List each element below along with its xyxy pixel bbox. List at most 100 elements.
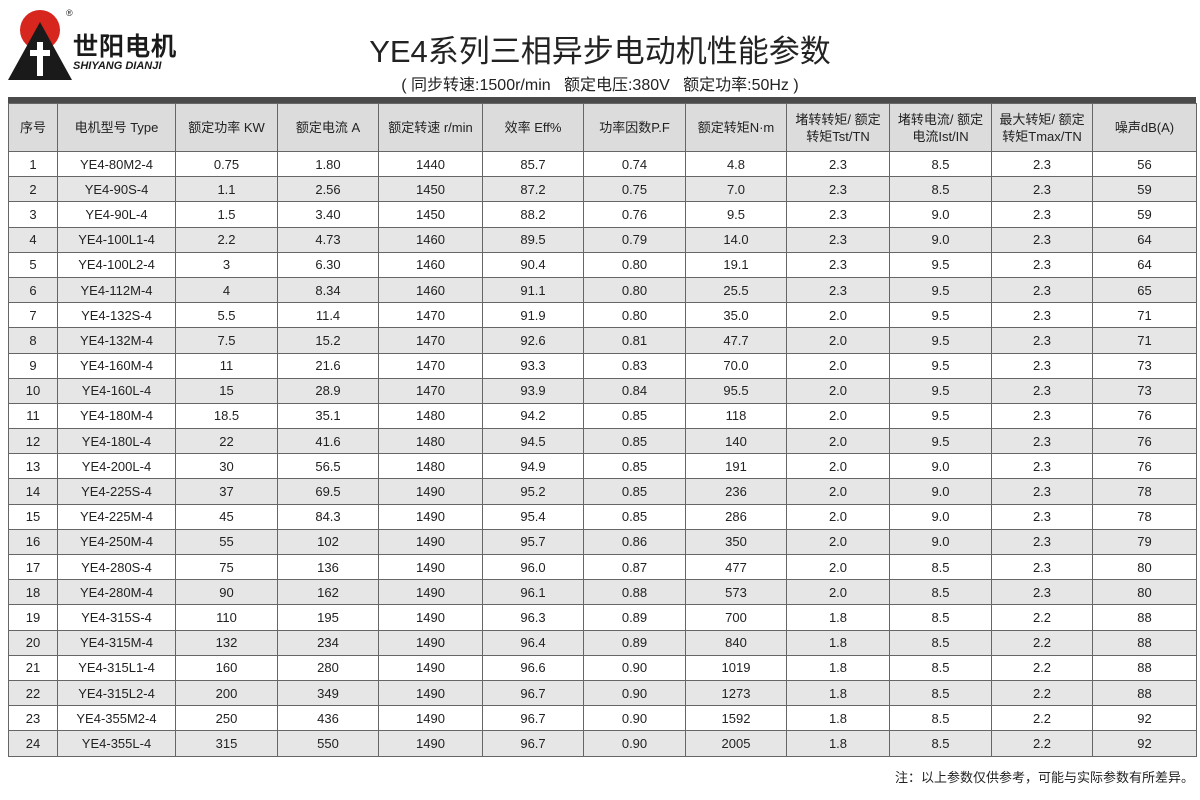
- table-cell: 0.80: [583, 302, 686, 329]
- table-cell: 191: [685, 453, 787, 480]
- table-cell: 35.1: [277, 402, 379, 430]
- table-cell: 1490: [378, 654, 483, 681]
- column-header: 最大转矩/ 额定转矩Tmax/TN: [991, 103, 1093, 152]
- table-cell: 1019: [685, 654, 787, 681]
- table-cell: YE4-180L-4: [57, 428, 176, 455]
- table-cell: 15: [175, 377, 278, 404]
- table-cell: 2.3: [786, 251, 890, 278]
- table-cell: 11: [8, 402, 58, 430]
- table-cell: 2.3: [991, 377, 1093, 404]
- table-cell: 1470: [378, 377, 483, 404]
- table-cell: 55: [175, 528, 278, 556]
- logo-icon: [8, 10, 72, 80]
- table-cell: 88: [1092, 629, 1197, 656]
- table-cell: 349: [277, 679, 379, 707]
- table-cell: 2.0: [786, 453, 890, 480]
- table-cell: 96.1: [482, 579, 584, 606]
- table-cell: 2.3: [991, 352, 1093, 379]
- table-cell: 9.5: [685, 201, 787, 228]
- table-cell: 2.3: [786, 201, 890, 228]
- column-header: 额定功率 KW: [175, 103, 278, 152]
- table-cell: 95.5: [685, 377, 787, 404]
- table-cell: 37: [175, 478, 278, 505]
- table-row: 10 YE4-160L-4 15 28.9 1470 93.9 0.84 95.5 2.0 9.5…: [8, 377, 1197, 404]
- table-cell: 350: [685, 528, 787, 556]
- table-cell: 1490: [378, 579, 483, 606]
- table-cell: 9.5: [889, 327, 992, 354]
- table-cell: 2.2: [175, 226, 278, 253]
- table-row: 13 YE4-200L-4 30 56.5 1480 94.9 0.85 191 2.0 9.0 2…: [8, 453, 1197, 480]
- table-cell: 1.80: [277, 150, 379, 178]
- table-cell: 4: [175, 276, 278, 304]
- table-cell: 2005: [685, 730, 787, 757]
- column-header: 电机型号 Type: [57, 103, 176, 152]
- table-cell: 93.3: [482, 352, 584, 379]
- table-cell: 8.5: [889, 654, 992, 681]
- table-cell: 0.75: [175, 150, 278, 178]
- table-cell: 6.30: [277, 251, 379, 278]
- table-cell: YE4-100L1-4: [57, 226, 176, 253]
- table-cell: 96.7: [482, 679, 584, 707]
- table-cell: 2.0: [786, 528, 890, 556]
- table-cell: 1470: [378, 352, 483, 379]
- table-cell: YE4-315L1-4: [57, 654, 176, 681]
- table-cell: 95.2: [482, 478, 584, 505]
- table-cell: 47.7: [685, 327, 787, 354]
- table-row: 11 YE4-180M-4 18.5 35.1 1480 94.2 0.85 118 2.0 9.…: [8, 402, 1197, 430]
- table-cell: 88: [1092, 654, 1197, 681]
- table-cell: 2.3: [991, 402, 1093, 430]
- table-cell: 250: [175, 705, 278, 732]
- table-cell: 1273: [685, 679, 787, 707]
- table-cell: 160: [175, 654, 278, 681]
- table-cell: 315: [175, 730, 278, 757]
- table-cell: 94.5: [482, 428, 584, 455]
- table-cell: 9.5: [889, 377, 992, 404]
- table-cell: 1.8: [786, 629, 890, 656]
- table-cell: 94.2: [482, 402, 584, 430]
- table-cell: 1460: [378, 226, 483, 253]
- table-cell: 16: [8, 528, 58, 556]
- table-cell: 0.89: [583, 604, 686, 631]
- table-cell: 90.4: [482, 251, 584, 278]
- table-cell: 0.79: [583, 226, 686, 253]
- header-row: 序号 电机型号 Type 额定功率 KW 额定电流 A 额定转速 r/min 效率 Eff…: [8, 103, 1197, 152]
- table-cell: 1490: [378, 629, 483, 656]
- table-cell: YE4-132M-4: [57, 327, 176, 354]
- table-cell: 4.73: [277, 226, 379, 253]
- table-cell: 93.9: [482, 377, 584, 404]
- table-cell: 64: [1092, 251, 1197, 278]
- table-cell: 280: [277, 654, 379, 681]
- table-cell: 22: [8, 679, 58, 707]
- table-cell: 102: [277, 528, 379, 556]
- table-cell: YE4-315M-4: [57, 629, 176, 656]
- table-cell: 21.6: [277, 352, 379, 379]
- table-cell: YE4-90L-4: [57, 201, 176, 228]
- table-cell: 92.6: [482, 327, 584, 354]
- table-cell: 9.5: [889, 251, 992, 278]
- table-cell: YE4-200L-4: [57, 453, 176, 480]
- table-cell: 56.5: [277, 453, 379, 480]
- table-cell: 1470: [378, 327, 483, 354]
- table-row: 7 YE4-132S-4 5.5 11.4 1470 91.9 0.80 35.0 2.0 9.5…: [8, 302, 1197, 329]
- table-cell: 25.5: [685, 276, 787, 304]
- table-cell: YE4-80M2-4: [57, 150, 176, 178]
- table-cell: 88: [1092, 604, 1197, 631]
- table-cell: 8.5: [889, 553, 992, 581]
- table-cell: YE4-250M-4: [57, 528, 176, 556]
- column-header: 额定转速 r/min: [378, 103, 483, 152]
- table-cell: 11: [175, 352, 278, 379]
- table-cell: 195: [277, 604, 379, 631]
- table-cell: 5.5: [175, 302, 278, 329]
- table-cell: 76: [1092, 402, 1197, 430]
- table-cell: 2.56: [277, 176, 379, 203]
- table-cell: 0.88: [583, 579, 686, 606]
- table-cell: 88.2: [482, 201, 584, 228]
- column-header: 额定电流 A: [277, 103, 379, 152]
- table-cell: 1470: [378, 302, 483, 329]
- table-cell: 2.0: [786, 327, 890, 354]
- table-row: 6 YE4-112M-4 4 8.34 1460 91.1 0.80 25.5 2.3 9.5 2.…: [8, 276, 1197, 304]
- table-row: 5 YE4-100L2-4 3 6.30 1460 90.4 0.80 19.1 2.3 9.5 2…: [8, 251, 1197, 278]
- table-cell: 9.5: [889, 352, 992, 379]
- table-cell: 2.3: [991, 302, 1093, 329]
